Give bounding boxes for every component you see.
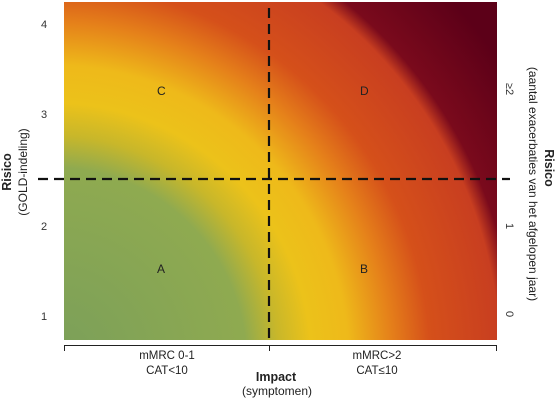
right-axis-title: Risico (542, 149, 556, 187)
right-axis-subtitle: (aantal exacerbaties van het afgelopen j… (526, 66, 540, 302)
x-axis-title: Impact (255, 370, 297, 384)
quadrant-label-c: C (157, 84, 166, 98)
left-tick-2: 2 (41, 221, 48, 233)
quadrant-label-b: B (360, 262, 369, 276)
quadrant-label-d: D (360, 84, 369, 98)
right-tick-0: 0 (503, 310, 515, 318)
impact-category-high-line1: mMRC>2 (352, 350, 402, 362)
left-axis-title: Risico (0, 153, 14, 191)
left-tick-1: 1 (41, 311, 48, 323)
impact-category-low-line1: mMRC 0-1 (139, 350, 195, 362)
impact-category-low: mMRC 0-1 CAT<10 (139, 349, 195, 379)
impact-category-high-line2: CAT≤10 (356, 365, 398, 377)
quadrant-label-a: A (157, 262, 166, 276)
right-tick-2plus: ≥2 (503, 82, 515, 96)
left-axis-subtitle: (GOLD-indeling) (16, 128, 30, 216)
x-axis-subtitle: (symptomen) (241, 384, 313, 398)
left-tick-4: 4 (41, 19, 48, 31)
impact-category-low-line2: CAT<10 (146, 365, 188, 377)
left-tick-3: 3 (41, 109, 48, 121)
heatmap-area (64, 2, 497, 340)
right-tick-1: 1 (503, 222, 515, 230)
impact-category-high: mMRC>2 CAT≤10 (353, 349, 402, 379)
